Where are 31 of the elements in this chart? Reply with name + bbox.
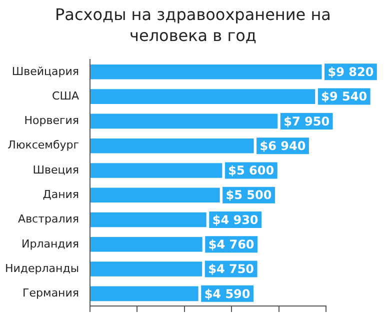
y-tick-label: Ирландия bbox=[21, 237, 80, 250]
data-label: $9 820 bbox=[328, 65, 374, 80]
chart-title: Расходы на здравоохранение на человека в год bbox=[54, 4, 332, 47]
y-tick-label: Люксембург bbox=[8, 138, 80, 152]
data-label: $5 600 bbox=[228, 164, 274, 178]
bar bbox=[90, 262, 202, 276]
data-label: $4 760 bbox=[208, 238, 254, 252]
bar bbox=[90, 64, 322, 80]
bar bbox=[90, 286, 198, 302]
y-tick-label: Нидерланды bbox=[5, 262, 80, 275]
bar bbox=[90, 163, 222, 178]
data-label: $4 590 bbox=[204, 286, 250, 301]
y-tick-label: Германия bbox=[22, 286, 80, 300]
data-label: $6 940 bbox=[260, 138, 306, 153]
bar bbox=[90, 237, 202, 252]
bar bbox=[90, 114, 278, 129]
data-label: $9 540 bbox=[321, 90, 368, 104]
data-label: $5 500 bbox=[226, 188, 272, 202]
y-tick-label: Австралия bbox=[18, 212, 80, 226]
bar bbox=[90, 212, 206, 228]
y-tick-label: Швеция bbox=[32, 163, 80, 176]
bar bbox=[90, 89, 316, 104]
data-label: $4 750 bbox=[208, 262, 254, 276]
y-tick-label: США bbox=[52, 89, 80, 102]
bar bbox=[90, 188, 220, 203]
y-tick-label: Швейцария bbox=[12, 64, 80, 78]
data-label: $7 950 bbox=[284, 114, 330, 128]
bar bbox=[90, 138, 254, 154]
y-tick-label: Норвегия bbox=[24, 114, 80, 128]
y-tick-label: Дания bbox=[42, 188, 80, 201]
data-label: $4 930 bbox=[212, 212, 258, 227]
